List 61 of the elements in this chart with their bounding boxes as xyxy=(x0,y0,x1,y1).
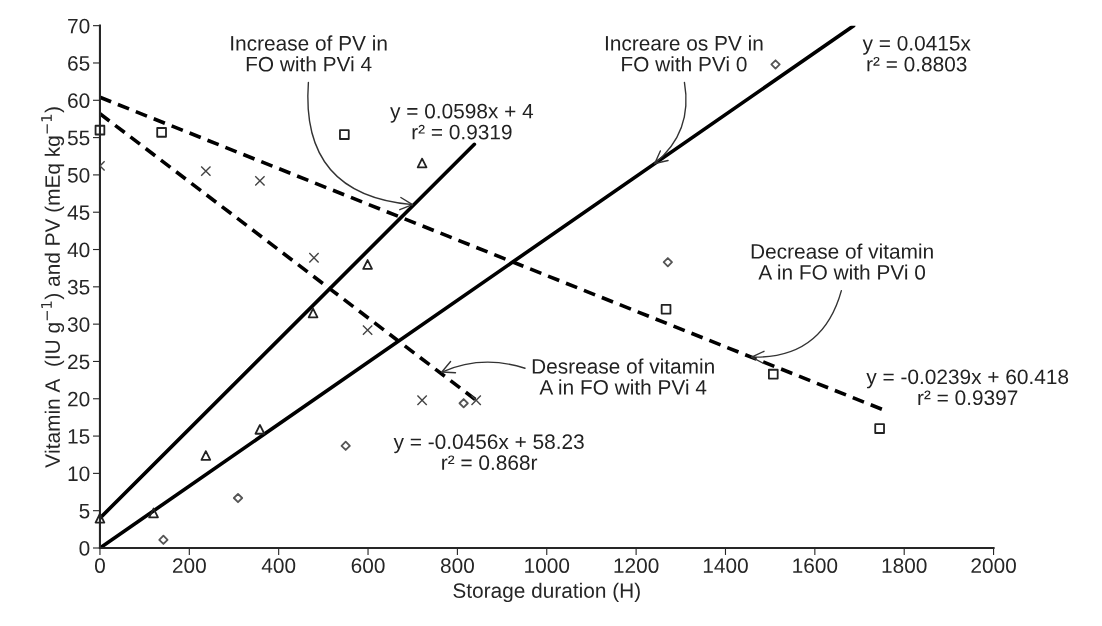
point xyxy=(254,424,266,435)
y-tick-label: 15 xyxy=(68,429,90,444)
y-tick-label: 60 xyxy=(68,93,90,109)
y-tick-label: 5 xyxy=(79,503,90,519)
annotation: y = 0.0598x + 4 r² = 0.9319 xyxy=(390,103,534,140)
point xyxy=(254,175,266,187)
x-tick-label: 600 xyxy=(351,558,385,574)
y-tick-label: 25 xyxy=(68,354,90,370)
y-tick-label: 10 xyxy=(68,466,90,482)
point xyxy=(158,534,169,545)
x-tick-label: 1800 xyxy=(882,558,927,574)
x-tick-label: 800 xyxy=(440,558,474,574)
point xyxy=(770,59,781,70)
point xyxy=(416,157,428,169)
x-tick-label: 200 xyxy=(172,558,206,574)
point xyxy=(148,507,159,519)
y-tick-label: 0 xyxy=(79,541,90,556)
point xyxy=(470,394,482,406)
y-axis-title: Vitamin A (IU g$^{−1}$) and PV (mEq kg$^{−1}$) xyxy=(41,107,65,468)
point xyxy=(662,257,673,268)
y-tick-label: 70 xyxy=(68,18,90,34)
annotation: y = -0.0456x + 58.23 r² = 0.868r xyxy=(393,434,584,471)
x-axis-title: Storage duration (H) xyxy=(453,582,640,603)
point xyxy=(362,259,373,270)
y-tick-label: 30 xyxy=(67,317,90,332)
point xyxy=(307,307,319,319)
y-tick-label: 55 xyxy=(67,130,90,146)
point xyxy=(232,492,244,504)
point xyxy=(339,129,350,140)
y-tick-label: 50 xyxy=(67,167,90,183)
y-tick-label: 45 xyxy=(67,205,90,220)
annotation: Decrease of vitamin A in FO with PVi 0 xyxy=(751,243,933,280)
x-tick-label: 1000 xyxy=(525,558,570,574)
point xyxy=(458,398,469,409)
x-tick-label: 1600 xyxy=(793,558,838,574)
annotation: Increase of PV in FO with PVi 4 xyxy=(231,35,387,72)
y-tick-label: 35 xyxy=(67,279,90,295)
x-tick-label: 0 xyxy=(94,558,105,574)
x-tick-label: 2000 xyxy=(971,558,1016,574)
point xyxy=(416,394,428,406)
point xyxy=(362,324,373,336)
point xyxy=(94,124,106,136)
y-tick-label: 40 xyxy=(67,242,90,258)
point xyxy=(660,303,672,315)
y-tick-label: 20 xyxy=(68,391,90,407)
annotation: Desrease of vitamin A in FO with PVi 4 xyxy=(532,358,714,395)
x-tick-label: 1200 xyxy=(614,558,659,574)
point xyxy=(200,165,212,177)
annotation: y = -0.0239x + 60.418 r² = 0.9397 xyxy=(866,369,1069,406)
annotation: Increare os PV in FO with PVi 0 xyxy=(605,35,763,72)
point xyxy=(156,127,167,138)
annotation: y = 0.0415x r² = 0.8803 xyxy=(862,35,971,72)
x-tick-label: 400 xyxy=(261,558,296,574)
point xyxy=(200,450,212,461)
y-tick-label: 65 xyxy=(68,55,90,71)
point xyxy=(308,252,320,264)
point xyxy=(874,423,885,434)
point xyxy=(94,512,106,524)
x-tick-label: 1400 xyxy=(703,558,748,574)
point xyxy=(340,440,351,451)
point xyxy=(767,368,779,380)
